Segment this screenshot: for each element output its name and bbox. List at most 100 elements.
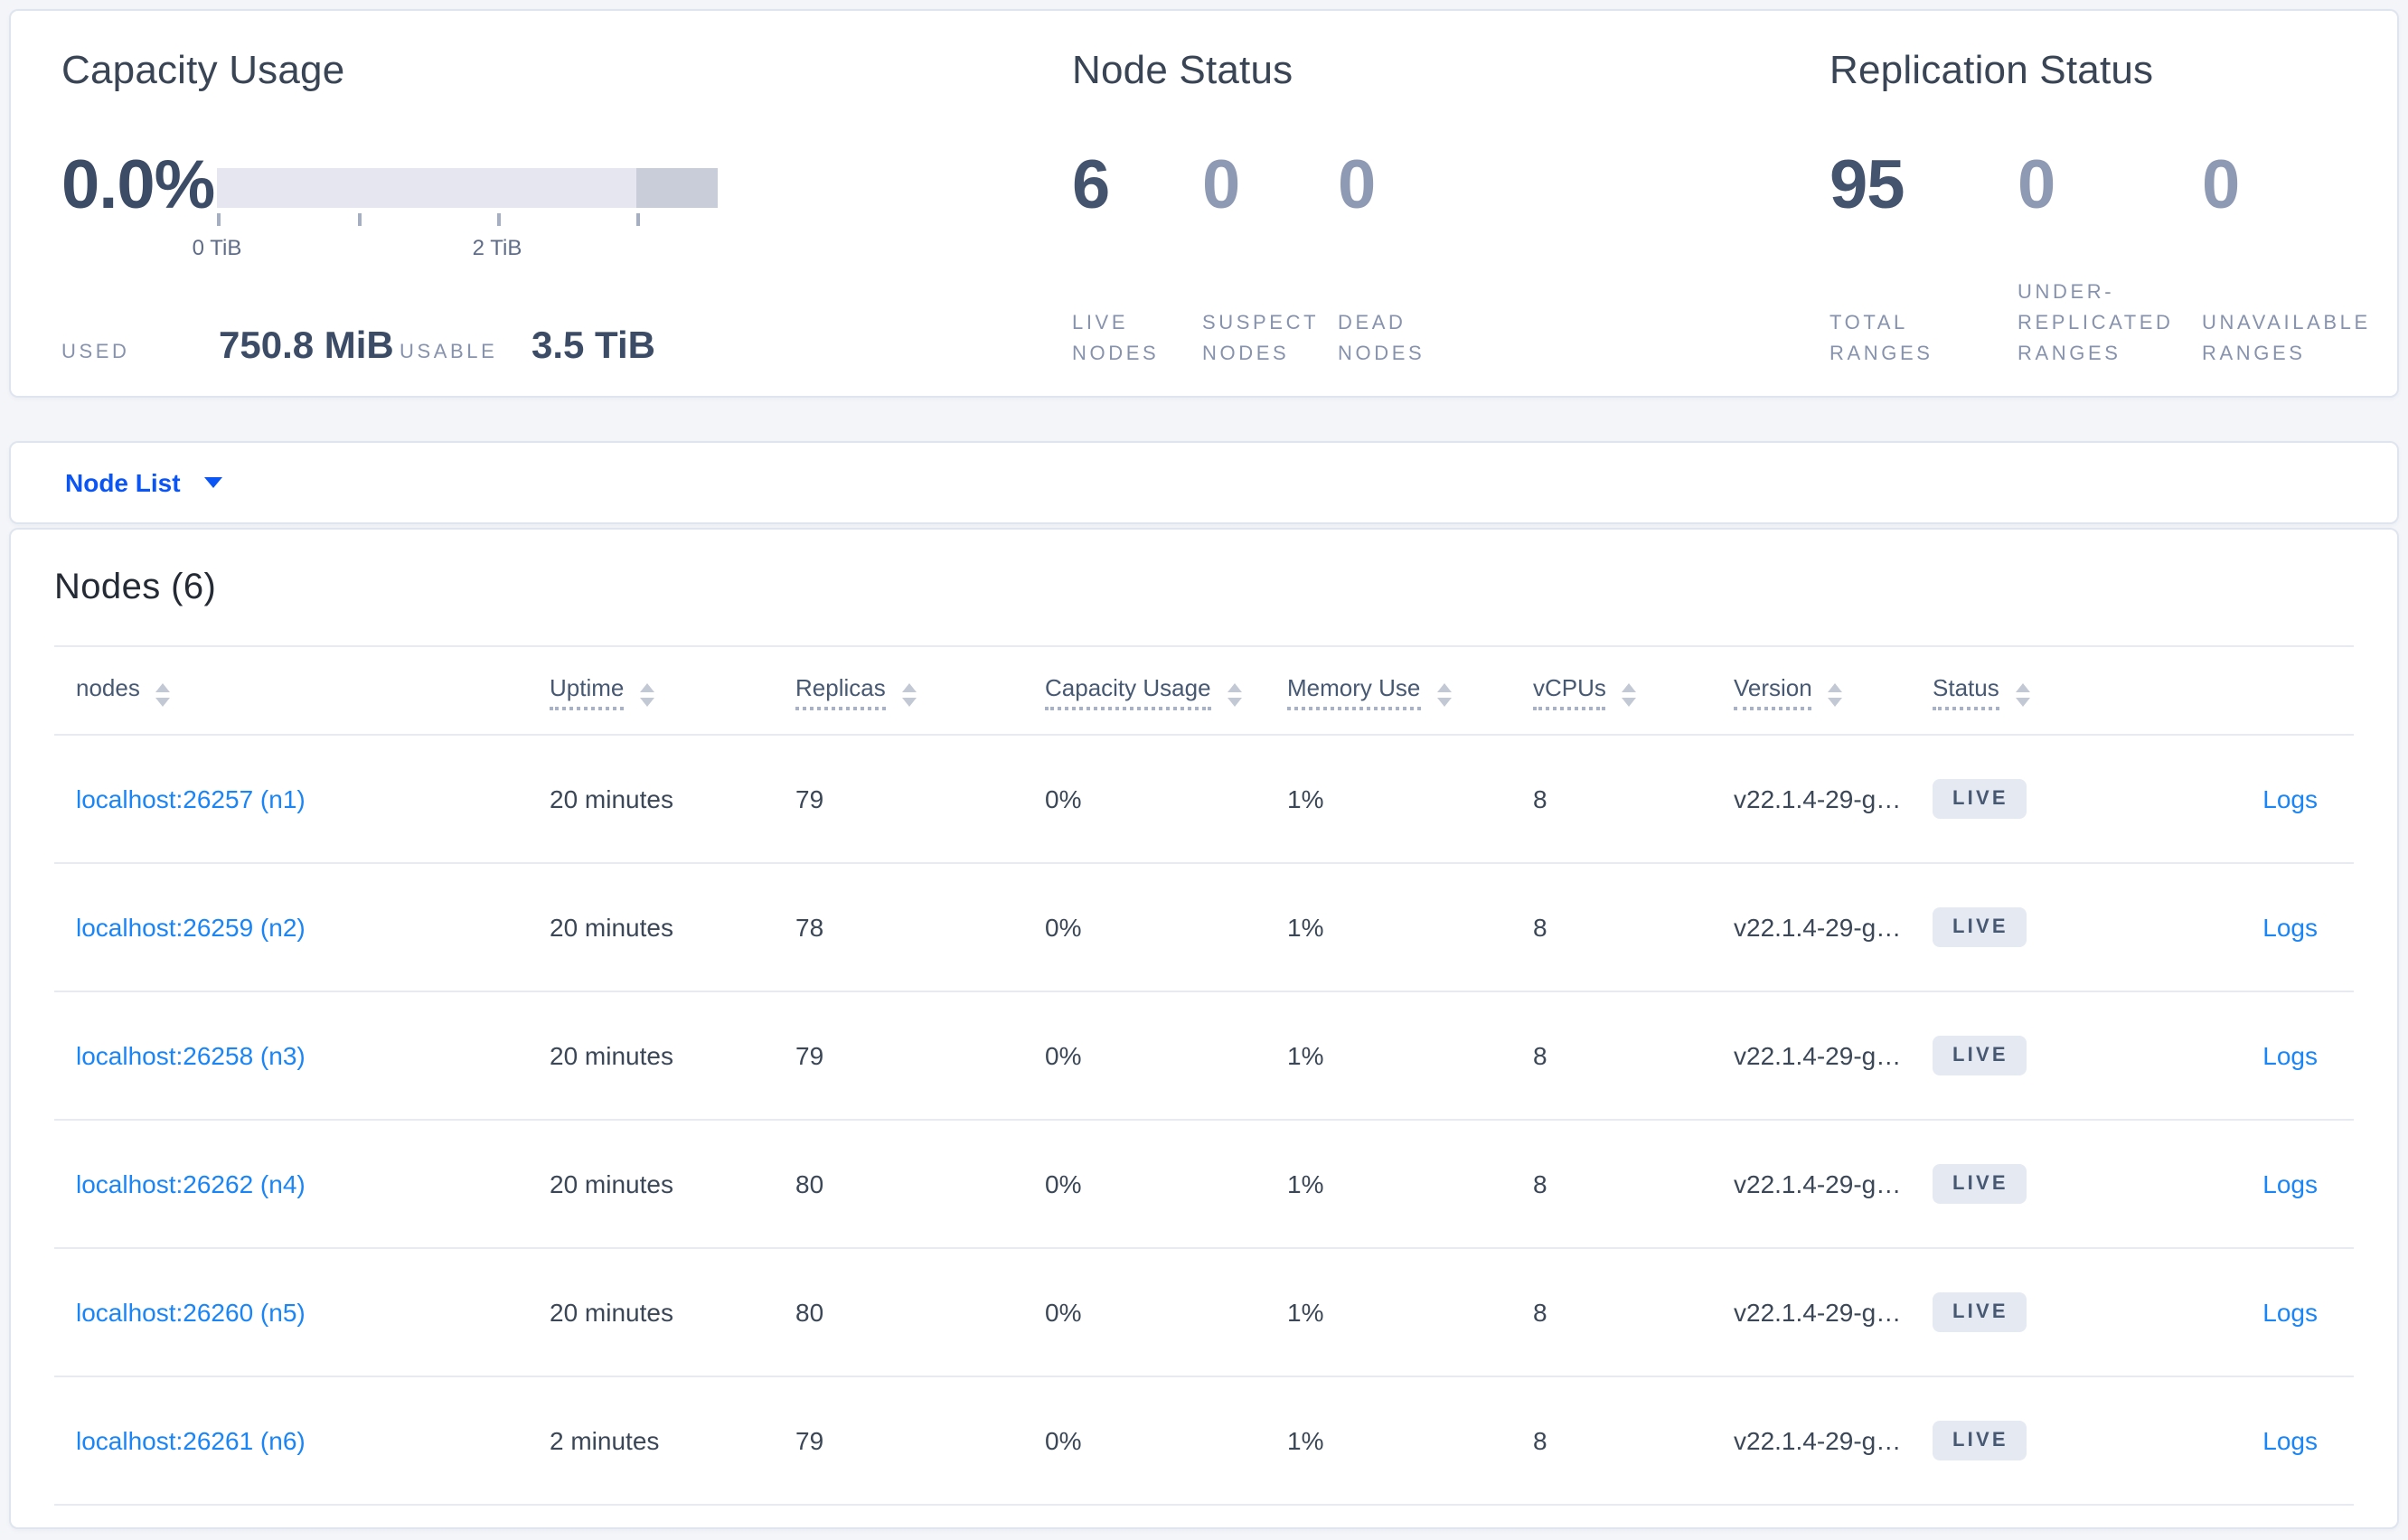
unavailable-ranges-value: 0 xyxy=(2202,148,2240,224)
node-status-title: Node Status xyxy=(1072,47,1293,92)
node-link[interactable]: localhost:26261 (n6) xyxy=(76,1425,306,1454)
total-ranges-label: TOTAL RANGES xyxy=(1830,313,1933,365)
replicas-cell: 79 xyxy=(795,1040,824,1069)
sort-icon xyxy=(2015,682,2030,707)
under-replicated-ranges-value: 0 xyxy=(2018,148,2055,224)
nodes-table-card: Nodes (6) nodes Uptime Replicas Capacity… xyxy=(9,528,2399,1529)
replication-status-title: Replication Status xyxy=(1830,47,2154,92)
status-badge: LIVE xyxy=(1933,1163,2027,1203)
logs-link[interactable]: Logs xyxy=(2262,1169,2318,1197)
dead-nodes-label: DEAD NODES xyxy=(1338,313,1425,365)
table-row: localhost:26261 (n6) 2 minutes 79 0% 1% … xyxy=(54,1376,2354,1504)
column-header-memory-use[interactable]: Memory Use xyxy=(1287,647,1533,734)
node-link[interactable]: localhost:26262 (n4) xyxy=(76,1169,306,1197)
capacity-gauge-ticks xyxy=(217,213,718,230)
chevron-down-icon xyxy=(203,477,222,488)
memory-use-cell: 1% xyxy=(1287,1297,1324,1326)
version-cell: v22.1.4-29-g… xyxy=(1734,1169,1902,1197)
total-ranges-stat: 95 TOTAL RANGES xyxy=(1830,150,2003,371)
used-value: 750.8 MiB xyxy=(219,325,394,367)
live-nodes-stat: 6 LIVE NODES xyxy=(1072,150,1188,371)
status-badge: LIVE xyxy=(1933,778,2027,818)
sort-icon xyxy=(1622,682,1637,707)
uptime-cell: 20 minutes xyxy=(550,784,673,812)
uptime-cell: 20 minutes xyxy=(550,1169,673,1197)
view-selector-bar: Node List xyxy=(9,441,2399,524)
version-cell: v22.1.4-29-g… xyxy=(1734,1297,1902,1326)
axis-tick-label-0tib: 0 TiB xyxy=(192,235,242,260)
node-link[interactable]: localhost:26259 (n2) xyxy=(76,912,306,941)
table-row: localhost:26257 (n1) 20 minutes 79 0% 1%… xyxy=(54,734,2354,862)
version-cell: v22.1.4-29-g… xyxy=(1734,1040,1902,1069)
logs-link[interactable]: Logs xyxy=(2262,1040,2318,1069)
node-list-dropdown[interactable]: Node List xyxy=(65,468,222,497)
unavailable-ranges-label: UNAVAILABLE RANGES xyxy=(2202,313,2371,365)
capacity-usage-cell: 0% xyxy=(1045,912,1082,941)
unavailable-ranges-stat: 0 UNAVAILABLE RANGES xyxy=(2202,150,2390,371)
column-header-nodes[interactable]: nodes xyxy=(54,647,550,734)
logs-link[interactable]: Logs xyxy=(2262,1297,2318,1326)
uptime-cell: 2 minutes xyxy=(550,1425,660,1454)
node-link[interactable]: localhost:26257 (n1) xyxy=(76,784,306,812)
capacity-gauge-highlight-segment xyxy=(636,168,718,208)
sort-icon xyxy=(640,682,655,707)
memory-use-cell: 1% xyxy=(1287,1169,1324,1197)
capacity-usage-cell: 0% xyxy=(1045,784,1082,812)
column-header-uptime[interactable]: Uptime xyxy=(550,647,795,734)
capacity-usage-title: Capacity Usage xyxy=(61,47,345,92)
live-nodes-label: LIVE NODES xyxy=(1072,313,1160,365)
replicas-cell: 78 xyxy=(795,912,824,941)
capacity-used-usable-row: USED 750.8 MiB USABLE 3.5 TiB xyxy=(61,325,655,369)
usable-value: 3.5 TiB xyxy=(531,325,655,367)
replicas-cell: 79 xyxy=(795,1425,824,1454)
nodes-table-heading: Nodes (6) xyxy=(54,567,217,606)
table-row: localhost:26259 (n2) 20 minutes 78 0% 1%… xyxy=(54,862,2354,991)
suspect-nodes-value: 0 xyxy=(1202,148,1240,224)
column-header-version[interactable]: Version xyxy=(1734,647,1933,734)
table-row: localhost:26262 (n4) 20 minutes 80 0% 1%… xyxy=(54,1119,2354,1247)
logs-link[interactable]: Logs xyxy=(2262,784,2318,812)
vcpus-cell: 8 xyxy=(1533,912,1547,941)
node-link[interactable]: localhost:26260 (n5) xyxy=(76,1297,306,1326)
column-header-replicas[interactable]: Replicas xyxy=(795,647,1045,734)
vcpus-cell: 8 xyxy=(1533,784,1547,812)
version-cell: v22.1.4-29-g… xyxy=(1734,1425,1902,1454)
axis-tick-label-2tib: 2 TiB xyxy=(472,235,522,260)
uptime-cell: 20 minutes xyxy=(550,912,673,941)
memory-use-cell: 1% xyxy=(1287,1040,1324,1069)
node-link[interactable]: localhost:26258 (n3) xyxy=(76,1040,306,1069)
capacity-usage-section: Capacity Usage 0.0% 0 TiB 2 TiB xyxy=(61,47,718,264)
under-replicated-ranges-label: UNDER-REPLICATED RANGES xyxy=(2018,282,2174,365)
logs-link[interactable]: Logs xyxy=(2262,912,2318,941)
version-cell: v22.1.4-29-g… xyxy=(1734,912,1902,941)
vcpus-cell: 8 xyxy=(1533,1425,1547,1454)
status-badge: LIVE xyxy=(1933,906,2027,946)
sort-icon xyxy=(1828,682,1843,707)
usable-label: USABLE xyxy=(400,342,498,363)
capacity-used-percent: 0.0% xyxy=(61,148,215,224)
node-status-section: Node Status 6 LIVE NODES 0 SUSPECT NODES… xyxy=(1072,47,1490,371)
column-header-vcpus[interactable]: vCPUs xyxy=(1533,647,1734,734)
used-label: USED xyxy=(61,342,130,363)
memory-use-cell: 1% xyxy=(1287,784,1324,812)
capacity-usage-cell: 0% xyxy=(1045,1040,1082,1069)
dead-nodes-stat: 0 DEAD NODES xyxy=(1338,150,1490,371)
capacity-usage-cell: 0% xyxy=(1045,1169,1082,1197)
column-header-logs xyxy=(2101,647,2354,734)
uptime-cell: 20 minutes xyxy=(550,1040,673,1069)
capacity-gauge-track xyxy=(217,168,718,208)
node-list-dropdown-label: Node List xyxy=(65,468,181,497)
under-replicated-ranges-stat: 0 UNDER-REPLICATED RANGES xyxy=(2018,150,2187,371)
status-badge: LIVE xyxy=(1933,1291,2027,1331)
memory-use-cell: 1% xyxy=(1287,912,1324,941)
vcpus-cell: 8 xyxy=(1533,1297,1547,1326)
sort-icon xyxy=(901,682,917,707)
logs-link[interactable]: Logs xyxy=(2262,1425,2318,1454)
nodes-table: nodes Uptime Replicas Capacity Usage Mem… xyxy=(54,647,2354,1505)
capacity-usage-cell: 0% xyxy=(1045,1425,1082,1454)
column-header-status[interactable]: Status xyxy=(1933,647,2101,734)
vcpus-cell: 8 xyxy=(1533,1169,1547,1197)
replicas-cell: 79 xyxy=(795,784,824,812)
sort-icon xyxy=(155,682,171,707)
column-header-capacity-usage[interactable]: Capacity Usage xyxy=(1045,647,1287,734)
